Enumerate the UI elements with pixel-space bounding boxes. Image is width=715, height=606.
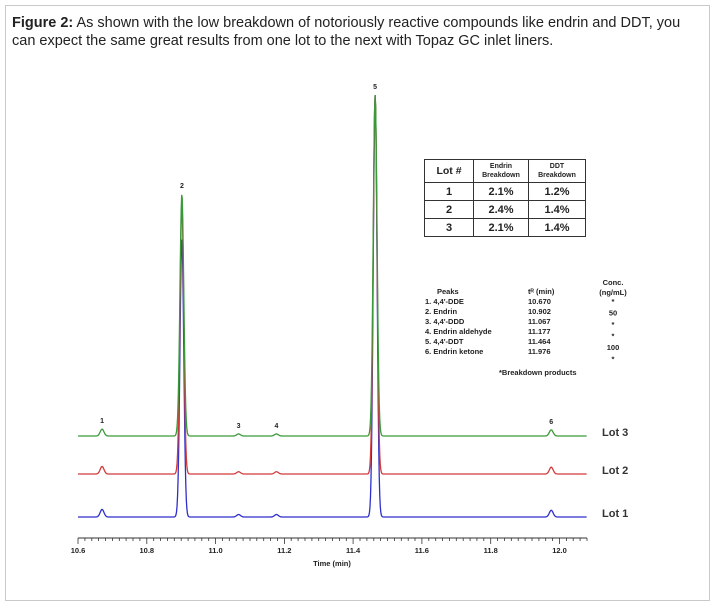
legend-conc-header-line: Conc. [603, 278, 624, 287]
x-tick-label: 12.0 [552, 546, 567, 555]
legend-peak-conc: * [612, 332, 615, 341]
table-header-row: Lot # Endrin Breakdown DDT Breakdown [424, 159, 586, 183]
legend-peak-name: 6. Endrin ketone [425, 347, 483, 356]
x-axis: 10.6 10.8 11.0 11.2 11.4 11.6 11.8 12.0 [71, 537, 588, 555]
table-cell: 2.1% [473, 218, 529, 237]
peaks-legend: Peaks tᴿ (min) Conc.(ng/mL) 1. 4,4'-DDE 1… [425, 278, 627, 377]
table-cell: 2 [424, 200, 474, 219]
peak-label: 6 [549, 419, 553, 426]
peak-labels: 123 456 [100, 84, 553, 430]
x-tick-label: 11.0 [209, 546, 223, 555]
legend-peak-tr: 11.177 [528, 327, 551, 336]
legend-peak-name: 5. 4,4'-DDT [425, 337, 464, 346]
peak-label: 4 [274, 423, 278, 430]
table-cell: 1.2% [528, 182, 586, 201]
legend-peak-name: 4. Endrin aldehyde [425, 327, 492, 336]
legend-peak-conc: 100 [607, 343, 620, 352]
legend-peak-name: 2. Endrin [425, 307, 458, 316]
figure-frame [5, 5, 710, 601]
x-axis-label: Time (min) [313, 559, 351, 568]
table-cell: 3 [424, 218, 474, 237]
lot-labels: Lot 3 Lot 2 Lot 1 [602, 427, 628, 520]
peak-label: 1 [100, 418, 104, 425]
x-tick-label: 11.2 [277, 546, 291, 555]
legend-conc-header: Conc.(ng/mL) [599, 278, 627, 297]
table-row: 1 2.1% 1.2% [424, 182, 586, 201]
peak-label: 3 [237, 423, 241, 430]
legend-peak-name: 3. 4,4'-DDD [425, 317, 465, 326]
legend-peak-tr: 10.902 [528, 307, 551, 316]
table-header-ddt-text: DDT Breakdown [538, 163, 576, 179]
table-row: 2 2.4% 1.4% [424, 200, 586, 219]
table-cell: 1 [424, 182, 474, 201]
table-cell: 2.1% [473, 182, 529, 201]
trace-lot-3 [78, 94, 587, 437]
legend-peak-tr: 11.067 [528, 317, 551, 326]
legend-peak-tr: 10.670 [528, 297, 551, 306]
legend-note: *Breakdown products [499, 368, 577, 377]
table-header-ddt: DDT Breakdown [528, 159, 586, 183]
x-tick-label: 10.8 [139, 546, 154, 555]
legend-conc-header-line: (ng/mL) [599, 288, 627, 297]
x-tick-label: 11.4 [346, 546, 361, 555]
peak-label: 2 [180, 183, 184, 190]
trace-lot-1 [78, 94, 587, 518]
x-tick-label: 10.6 [71, 546, 86, 555]
legend-peak-conc: * [612, 297, 615, 306]
x-tick-label: 11.6 [415, 546, 429, 555]
figure-caption: Figure 2: As shown with the low breakdow… [12, 14, 702, 50]
lot-label: Lot 1 [602, 508, 628, 520]
table-header-endrin: Endrin Breakdown [473, 159, 529, 183]
table-cell: 1.4% [528, 218, 586, 237]
table-header-endrin-text: Endrin Breakdown [482, 163, 520, 179]
lot-label: Lot 2 [602, 465, 628, 477]
table-cell: 1.4% [528, 200, 586, 219]
caption-label: Figure 2: [12, 15, 74, 31]
legend-peak-conc: * [612, 320, 615, 329]
lot-label: Lot 3 [602, 427, 628, 439]
legend-peak-conc: 50 [609, 309, 617, 318]
legend-tr-header: tᴿ (min) [528, 287, 555, 296]
legend-peak-tr: 11.464 [528, 337, 551, 346]
table-header-lot: Lot # [424, 159, 474, 183]
trace-lot-2 [78, 94, 587, 475]
legend-peak-conc: * [612, 355, 615, 364]
legend-peak-tr: 11.976 [528, 347, 551, 356]
legend-peaks-header: Peaks [437, 287, 459, 296]
x-tick-label: 11.8 [484, 546, 498, 555]
table-row: 3 2.1% 1.4% [424, 218, 586, 237]
legend-peak-name: 1. 4,4'-DDE [425, 297, 464, 306]
table-cell: 2.4% [473, 200, 529, 219]
lot-breakdown-table: Lot # Endrin Breakdown DDT Breakdown 1 2… [424, 159, 586, 237]
chromatogram-traces [78, 94, 587, 518]
peak-label: 5 [373, 84, 377, 91]
caption-text: As shown with the low breakdown of notor… [12, 15, 681, 49]
